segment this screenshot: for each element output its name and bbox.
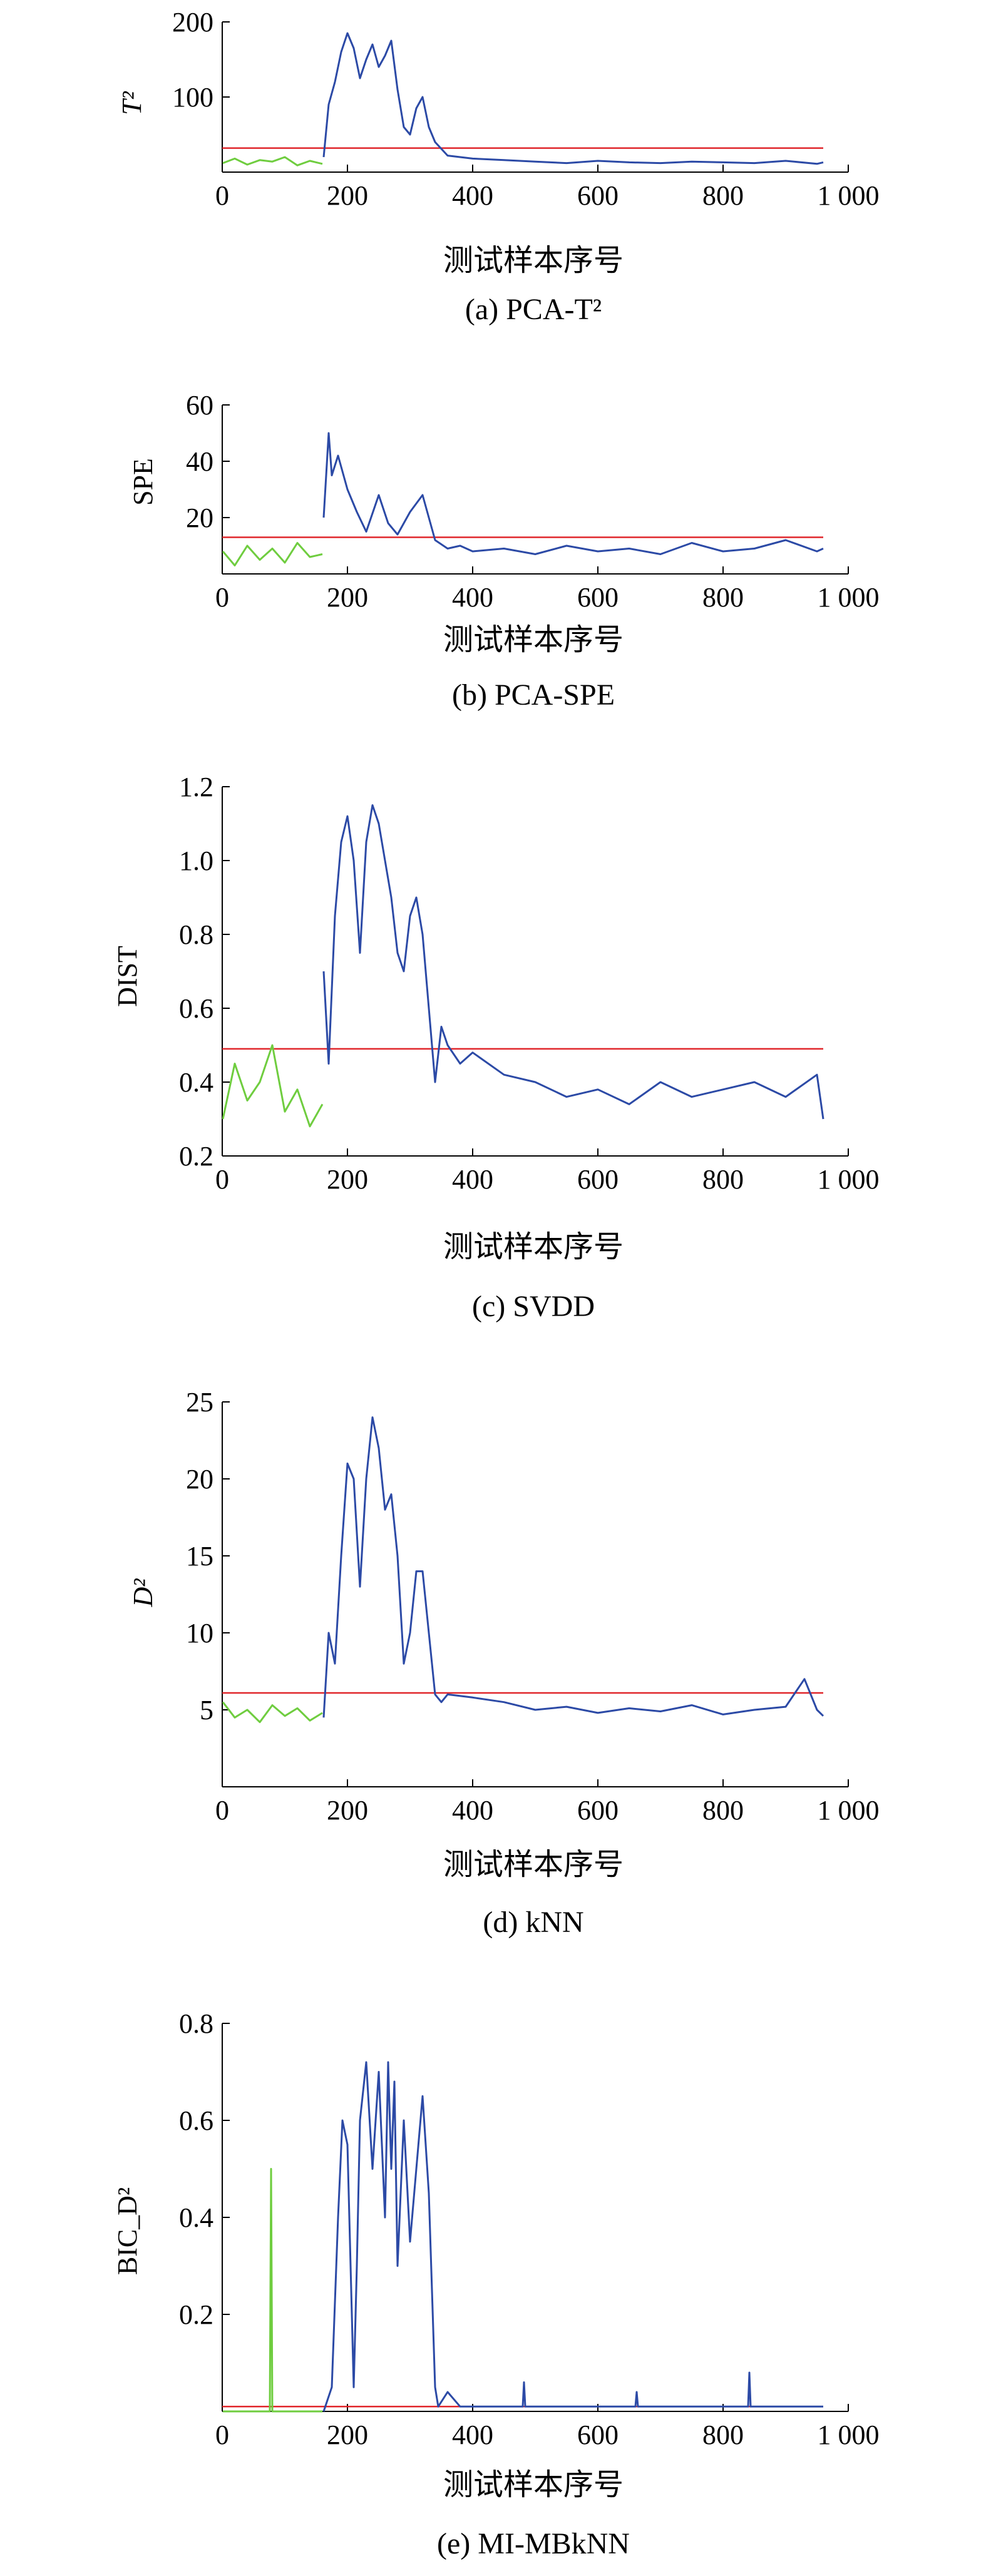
ylabel-c: DIST: [112, 946, 143, 1007]
caption-c: (c) SVDD: [472, 1290, 595, 1323]
y-tick-label: 0.4: [179, 1067, 213, 1098]
normal-series-line: [222, 1044, 324, 1128]
x-tick-label: 400: [452, 1795, 493, 1826]
fault-series-line: [322, 32, 824, 165]
caption-e: (e) MI-MBkNN: [437, 2527, 630, 2560]
caption-d: (d) kNN: [483, 1906, 583, 1939]
y-tick-label: 100: [172, 82, 213, 113]
plot-area-e: 0 200 400 600 800 1 000 0.2 0.4 0.6 0.8: [179, 2008, 880, 2450]
fault-series-line: [322, 804, 824, 1120]
x-tick-label: 600: [577, 1795, 619, 1826]
panel-c: 0 200 400 600 800 1 000 0.2 0.4 0.6 0.8 1.0 1.2 DIS…: [112, 772, 880, 1323]
plot-area-b: 0 200 400 600 800 1 000 20 40 60: [186, 390, 880, 613]
y-tick-label: 10: [186, 1618, 213, 1648]
y-tick-label: 0.2: [179, 1141, 213, 1172]
ylabel-a: T²: [116, 91, 147, 115]
x-tick-label: 600: [577, 582, 619, 613]
caption-b: (b) PCA-SPE: [452, 678, 615, 712]
y-tick-label: 0.8: [179, 919, 213, 950]
x-tick-label: 200: [327, 1795, 368, 1826]
x-tick-label: 1 000: [818, 180, 880, 211]
x-tick-label: 400: [452, 582, 493, 613]
x-tick-label: 800: [702, 180, 744, 211]
y-tick-label: 0.4: [179, 2202, 213, 2233]
y-tick-label: 0.6: [179, 2105, 213, 2136]
fault-series-line: [322, 1416, 824, 1718]
x-tick-label: 1 000: [818, 1795, 880, 1826]
y-tick-label: 20: [186, 1464, 213, 1495]
panel-d: 0 200 400 600 800 1 000 5 10 15 20 25 D² 测试样本序号 (d…: [128, 1387, 880, 1939]
plot-area-c: 0 200 400 600 800 1 000 0.2 0.4 0.6 0.8 1.0 1.2: [179, 772, 880, 1195]
xlabel-e: 测试样本序号: [443, 2468, 624, 2502]
x-tick-label: 0: [215, 2420, 229, 2450]
normal-series-line: [222, 1701, 323, 1724]
xlabel-a: 测试样本序号: [443, 244, 624, 277]
ylabel-d: D²: [128, 1578, 158, 1608]
xlabel-d: 测试样本序号: [443, 1848, 624, 1881]
x-tick-label: 400: [452, 2420, 493, 2450]
fault-series-line: [322, 2061, 823, 2412]
x-tick-label: 800: [702, 582, 744, 613]
x-tick-label: 800: [702, 1795, 744, 1826]
x-tick-label: 0: [215, 1795, 229, 1826]
y-tick-label: 5: [200, 1695, 213, 1725]
x-tick-label: 600: [577, 180, 619, 211]
normal-series-line: [222, 542, 323, 566]
xlabel-c: 测试样本序号: [443, 1230, 624, 1264]
x-tick-label: 800: [702, 2420, 744, 2450]
y-tick-label: 40: [186, 446, 213, 477]
y-tick-label: 0.6: [179, 993, 213, 1024]
x-tick-label: 200: [327, 1164, 368, 1195]
plot-area-d: 0 200 400 600 800 1 000 5 10 15 20 25: [186, 1387, 880, 1826]
x-tick-label: 800: [702, 1164, 744, 1195]
x-tick-label: 1 000: [818, 1164, 880, 1195]
x-tick-label: 1 000: [818, 582, 880, 613]
x-tick-label: 400: [452, 180, 493, 211]
panel-e: 0 200 400 600 800 1 000 0.2 0.4 0.6 0.8 BIC_D² 测试…: [112, 2008, 880, 2560]
y-tick-label: 25: [186, 1387, 213, 1418]
y-tick-label: 60: [186, 390, 213, 421]
panel-b: 0 200 400 600 800 1 000 20 40 60 SPE 测试样本序号 (b) …: [128, 390, 880, 712]
xlabel-b: 测试样本序号: [443, 623, 624, 657]
x-tick-label: 0: [215, 582, 229, 613]
panel-a: 0 200 400 600 800 1 000 100 200 T² 测试样本序号 (a) P…: [116, 7, 880, 326]
y-tick-label: 1.2: [179, 772, 213, 802]
normal-series-line: [223, 2168, 322, 2413]
ylabel-b: SPE: [128, 458, 158, 506]
y-tick-label: 1.0: [179, 846, 213, 876]
y-tick-label: 15: [186, 1541, 213, 1572]
x-tick-label: 200: [327, 2420, 368, 2450]
y-tick-label: 0.2: [179, 2299, 213, 2330]
x-tick-label: 600: [577, 1164, 619, 1195]
normal-series-line: [222, 156, 323, 166]
x-tick-label: 200: [327, 180, 368, 211]
y-tick-label: 0.8: [179, 2008, 213, 2039]
plot-area-a: 0 200 400 600 800 1 000 100 200: [172, 7, 880, 211]
x-tick-label: 0: [215, 1164, 229, 1195]
y-tick-label: 200: [172, 7, 213, 38]
x-tick-label: 1 000: [818, 2420, 880, 2450]
x-tick-label: 600: [577, 2420, 619, 2450]
caption-a: (a) PCA-T²: [465, 293, 602, 326]
ylabel-e: BIC_D²: [112, 2187, 143, 2275]
x-tick-label: 400: [452, 1164, 493, 1195]
y-tick-label: 20: [186, 503, 213, 533]
x-tick-label: 200: [327, 582, 368, 613]
fault-series-line: [322, 432, 824, 555]
x-tick-label: 0: [215, 180, 229, 211]
